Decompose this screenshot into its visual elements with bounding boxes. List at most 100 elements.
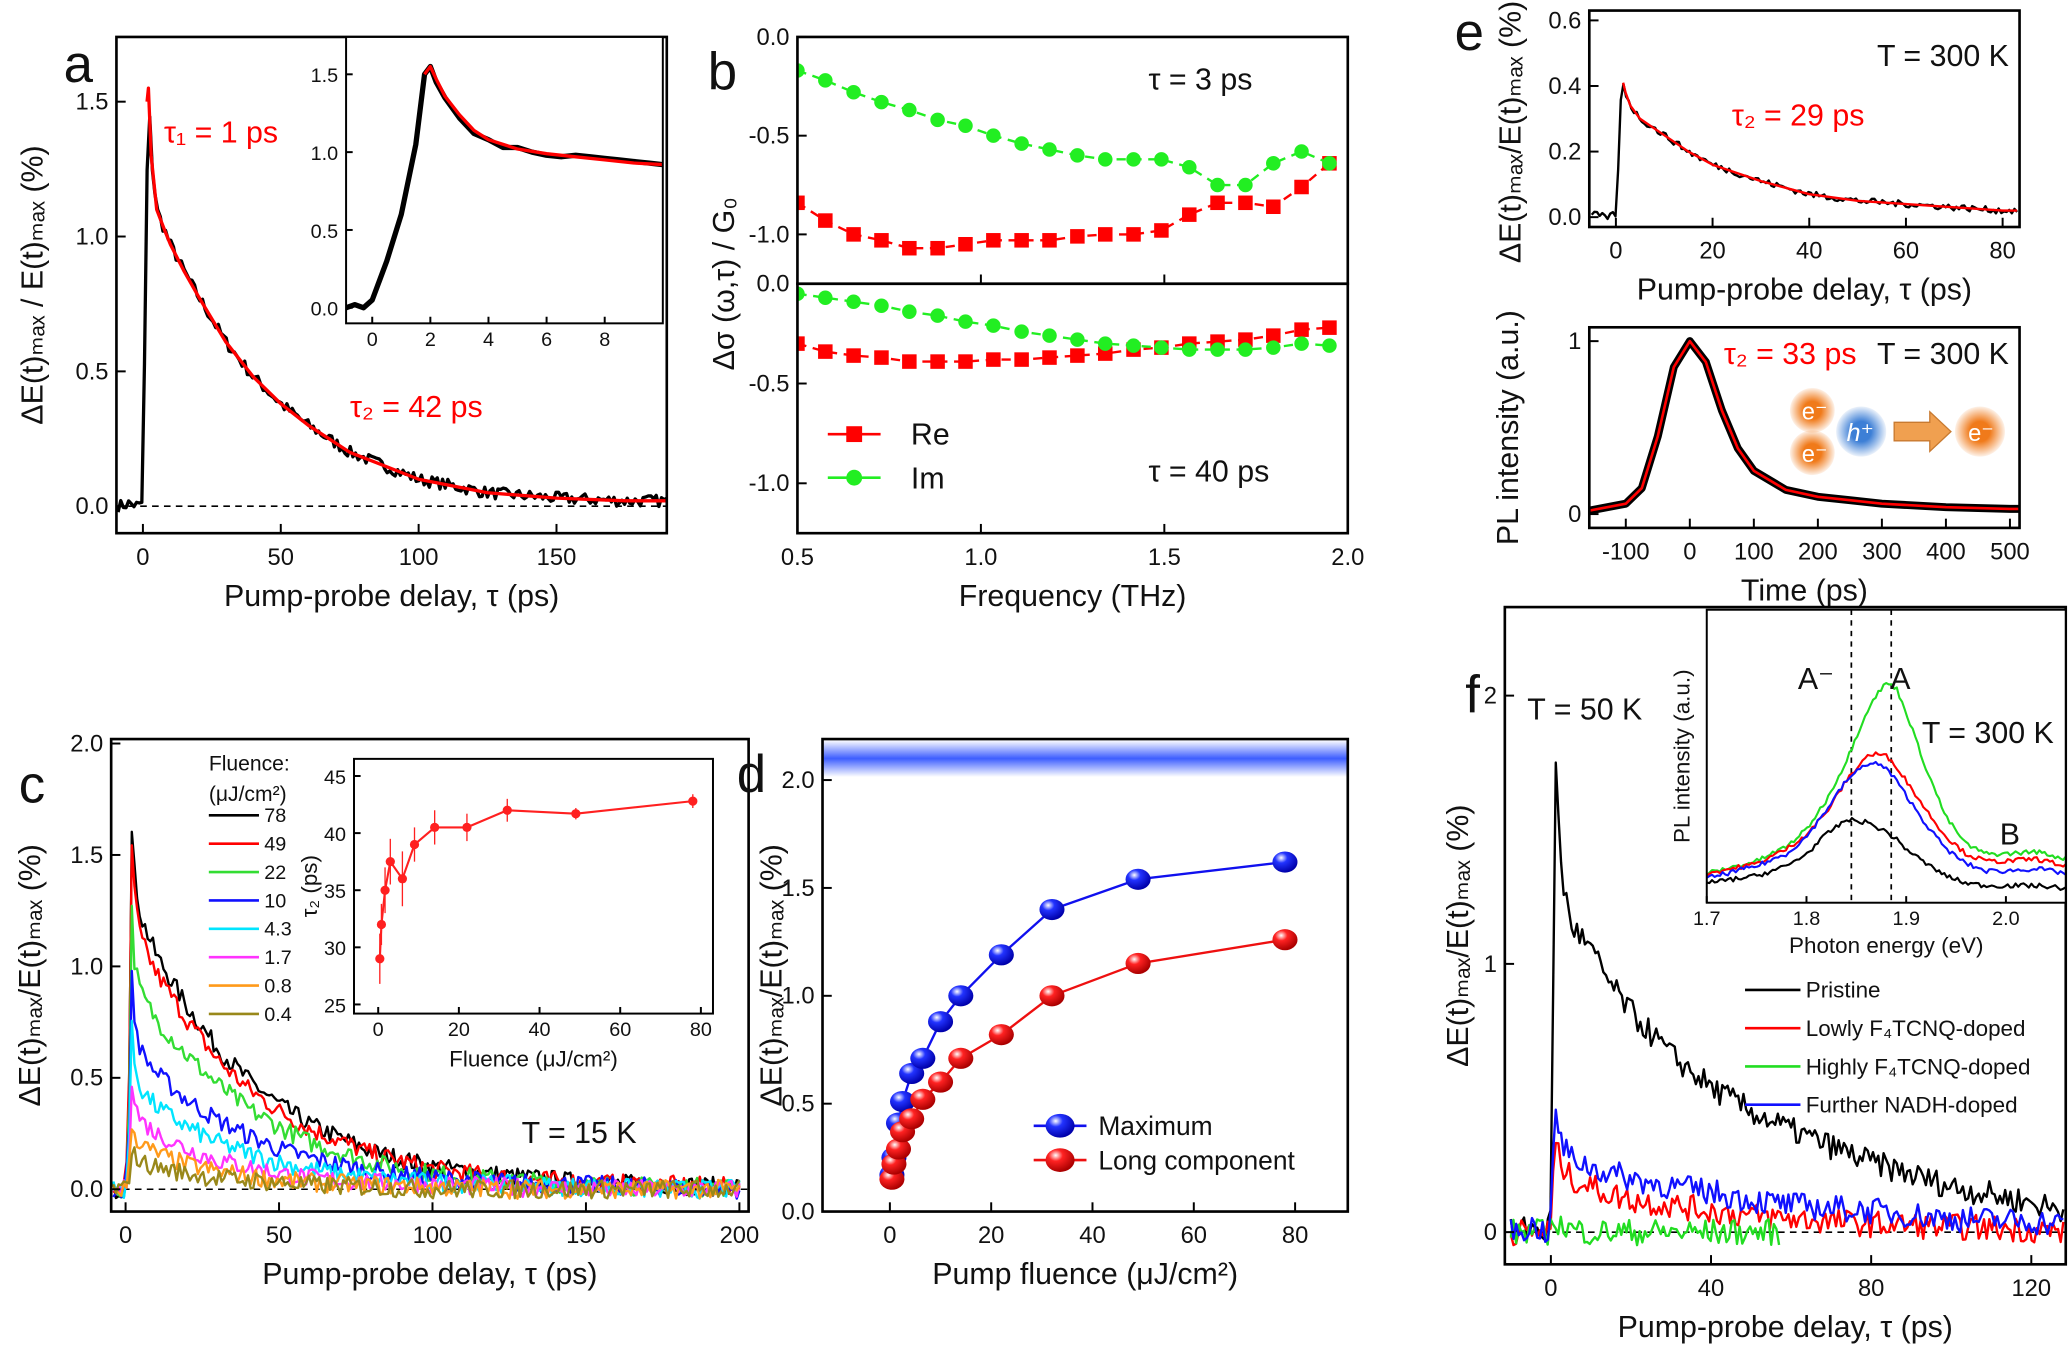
data-point bbox=[988, 1024, 1014, 1046]
legend-item: Long component bbox=[1033, 1145, 1296, 1175]
y-tick-label: 0.0 bbox=[75, 493, 108, 520]
data-point bbox=[1070, 332, 1085, 347]
data-point bbox=[1014, 136, 1029, 151]
data-point bbox=[1014, 352, 1029, 367]
y-tick-label: 0.0 bbox=[756, 271, 789, 298]
annotation: τ₂ = 29 ps bbox=[1732, 99, 1865, 132]
axes-frame bbox=[345, 35, 664, 325]
legend-marker bbox=[846, 426, 863, 443]
legend-item: Pristine bbox=[1745, 978, 1881, 1003]
y-tick-label: 25 bbox=[324, 995, 346, 1017]
x-tick-label: 0 bbox=[373, 1019, 384, 1041]
panel-e-bot: -100 0 100 200 300 400 500 0 1 Time (ps) PL intens… bbox=[1492, 310, 2030, 607]
annotation: τ = 40 ps bbox=[1149, 456, 1270, 489]
data-point bbox=[874, 298, 889, 313]
data-point bbox=[902, 354, 917, 369]
data-point bbox=[409, 839, 420, 850]
x-tick-label: 80 bbox=[1989, 238, 2015, 265]
legend-marker bbox=[1045, 1113, 1075, 1138]
data-point bbox=[1210, 177, 1225, 193]
x-axis-label: Pump-probe delay, τ (ps) bbox=[224, 580, 559, 613]
legend-label: 0.8 bbox=[264, 975, 292, 997]
legend-item: Lowly F₄TCNQ-doped bbox=[1745, 1016, 2025, 1041]
hole-icon bbox=[1836, 406, 1887, 457]
y-tick-label: 0.5 bbox=[311, 221, 339, 243]
data-point bbox=[1039, 985, 1065, 1007]
panel-f: 0 40 80 120 0 1 2 Pump-probe delay, τ (ps) ΔE(t)… bbox=[1442, 605, 2068, 1344]
series-line bbox=[145, 86, 667, 503]
x-tick-label: 1.0 bbox=[964, 544, 997, 571]
legend-label: 10 bbox=[264, 890, 286, 912]
legend-label: Pristine bbox=[1806, 978, 1881, 1003]
data-point bbox=[1098, 152, 1113, 167]
data-point bbox=[818, 73, 833, 88]
data-point bbox=[986, 352, 1001, 367]
x-tick-label: 1.8 bbox=[1793, 908, 1821, 930]
data-point bbox=[910, 1047, 936, 1069]
y-tick-label: 2.0 bbox=[70, 730, 103, 757]
x-tick-label: 40 bbox=[529, 1019, 551, 1041]
x-tick-label: 20 bbox=[1699, 238, 1725, 265]
y-tick-label: 0 bbox=[1484, 1219, 1497, 1246]
y-axis-label: Δσ (ω,τ) / G₀ bbox=[708, 197, 741, 370]
data-point bbox=[899, 1108, 925, 1130]
data-point bbox=[1266, 328, 1281, 343]
y-tick-label: 0.5 bbox=[75, 358, 108, 385]
data-point bbox=[846, 294, 861, 309]
series-line bbox=[1509, 1141, 2065, 1247]
x-tick-label: 40 bbox=[1698, 1275, 1724, 1302]
electron-label: e⁻ bbox=[1968, 420, 1994, 447]
electron-label: e⁻ bbox=[1802, 441, 1828, 468]
x-tick-label: 300 bbox=[1862, 539, 1902, 566]
data-point bbox=[890, 1090, 916, 1113]
legend-label: 78 bbox=[264, 805, 286, 827]
plot-area bbox=[1589, 337, 2020, 515]
y-tick-label: -0.5 bbox=[749, 123, 790, 150]
y-tick-label: 45 bbox=[324, 767, 346, 789]
data-point bbox=[797, 195, 805, 211]
y-tick-label: 0.0 bbox=[1548, 204, 1581, 231]
x-tick-label: 40 bbox=[1796, 238, 1822, 265]
x-tick-label: 100 bbox=[399, 544, 439, 571]
data-point bbox=[902, 240, 917, 256]
panel-b-bot: 0.5 1.0 1.5 2.0 0.0 -0.5 -1.0 Frequency (THz) τ … bbox=[749, 271, 1365, 613]
y-tick-label: 30 bbox=[324, 938, 346, 960]
data-point bbox=[1070, 348, 1085, 363]
annotation: A bbox=[1890, 663, 1911, 696]
series-line bbox=[1509, 761, 2065, 1242]
legend-title: Fluence: bbox=[209, 753, 290, 776]
legend-marker bbox=[1045, 1148, 1075, 1172]
y-axis-label: τ₂ (ps) bbox=[297, 855, 322, 917]
data-point bbox=[1042, 350, 1057, 365]
x-axis-label: Fluence (μJ/cm²) bbox=[449, 1046, 618, 1071]
legend-item: 10 bbox=[208, 890, 286, 912]
x-tick-label: 0 bbox=[1683, 539, 1696, 566]
data-point bbox=[930, 240, 945, 256]
x-axis-label: Pump-probe delay, τ (ps) bbox=[1618, 1311, 1953, 1344]
x-tick-label: 4 bbox=[483, 329, 494, 351]
x-tick-label: 0 bbox=[367, 329, 378, 351]
annotation: τ₂ = 33 ps bbox=[1724, 338, 1857, 371]
data-point bbox=[930, 308, 945, 323]
inset-background bbox=[346, 36, 663, 324]
data-point bbox=[1182, 160, 1197, 175]
legend-item: 4.3 bbox=[208, 919, 292, 941]
legend-label: Further NADH-doped bbox=[1806, 1093, 2018, 1118]
data-point bbox=[1154, 340, 1169, 355]
y-tick-label: 0.4 bbox=[1548, 73, 1581, 100]
x-tick-label: 1.5 bbox=[1148, 544, 1181, 571]
annotation: A⁻ bbox=[1798, 663, 1834, 696]
y-axis-label: ΔE(t)ₘₐₓ / E(t)ₘₐₓ (%) bbox=[17, 145, 50, 424]
data-point bbox=[1126, 152, 1141, 167]
data-point bbox=[385, 857, 395, 867]
data-point bbox=[1322, 156, 1337, 171]
plot-area bbox=[375, 794, 698, 984]
data-point bbox=[1042, 233, 1057, 248]
x-tick-label: 200 bbox=[1798, 539, 1838, 566]
y-tick-label: 0.0 bbox=[311, 299, 339, 321]
x-tick-label: 60 bbox=[1893, 238, 1919, 265]
panel-letter-d: d bbox=[737, 745, 766, 804]
legend-label: 0.4 bbox=[264, 1004, 292, 1026]
panel-letter-f: f bbox=[1465, 666, 1480, 725]
